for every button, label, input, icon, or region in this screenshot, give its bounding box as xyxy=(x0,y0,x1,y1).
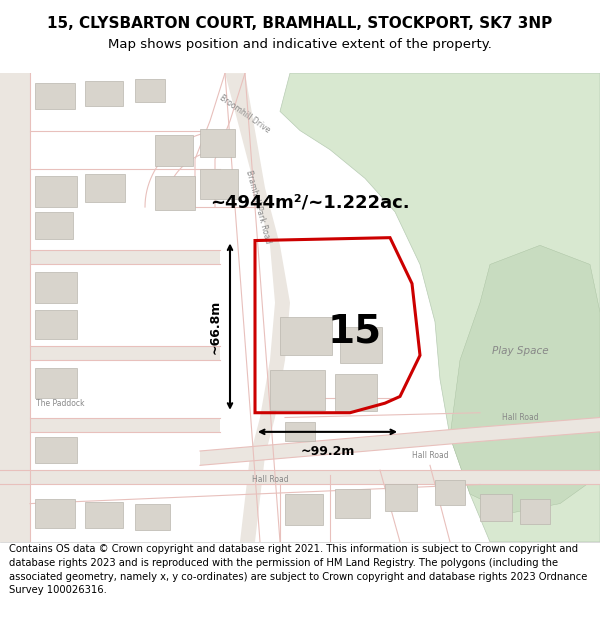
Bar xyxy=(435,480,465,504)
Bar xyxy=(340,327,382,363)
Bar xyxy=(85,174,125,203)
Text: Hall Road: Hall Road xyxy=(502,413,538,422)
Bar xyxy=(35,368,77,398)
Bar xyxy=(35,437,77,463)
Text: Map shows position and indicative extent of the property.: Map shows position and indicative extent… xyxy=(108,38,492,51)
Polygon shape xyxy=(0,73,30,542)
Bar xyxy=(335,489,370,518)
Text: Contains OS data © Crown copyright and database right 2021. This information is : Contains OS data © Crown copyright and d… xyxy=(9,544,587,595)
Bar xyxy=(35,82,75,109)
Bar xyxy=(200,129,235,158)
Text: Hall Road: Hall Road xyxy=(412,451,448,460)
Polygon shape xyxy=(0,250,220,264)
Polygon shape xyxy=(0,346,220,360)
Bar xyxy=(85,502,123,529)
Text: ~99.2m: ~99.2m xyxy=(301,445,355,458)
Text: The Paddock: The Paddock xyxy=(36,399,84,408)
Bar xyxy=(135,79,165,102)
Text: Play Space: Play Space xyxy=(491,346,548,356)
Bar xyxy=(35,176,77,207)
Bar xyxy=(285,422,315,441)
Polygon shape xyxy=(0,418,220,432)
Bar xyxy=(35,311,77,339)
Bar xyxy=(35,212,73,239)
Polygon shape xyxy=(0,470,600,484)
Bar xyxy=(200,169,238,199)
Bar xyxy=(385,484,417,511)
Bar xyxy=(135,504,170,531)
Bar xyxy=(520,499,550,524)
Text: Bramhall Park Road: Bramhall Park Road xyxy=(244,169,272,244)
Bar xyxy=(335,374,377,411)
Bar xyxy=(155,176,195,210)
Text: Hall Road: Hall Road xyxy=(251,475,289,484)
Polygon shape xyxy=(280,73,600,542)
Text: ~4944m²/~1.222ac.: ~4944m²/~1.222ac. xyxy=(210,193,410,211)
Bar xyxy=(480,494,512,521)
Polygon shape xyxy=(200,418,600,466)
Polygon shape xyxy=(450,246,600,513)
Bar xyxy=(280,317,332,356)
Text: 15: 15 xyxy=(328,312,382,351)
Bar xyxy=(85,81,123,106)
Bar xyxy=(35,499,75,528)
Bar xyxy=(155,135,193,166)
Text: 15, CLYSBARTON COURT, BRAMHALL, STOCKPORT, SK7 3NP: 15, CLYSBARTON COURT, BRAMHALL, STOCKPOR… xyxy=(47,16,553,31)
Polygon shape xyxy=(225,73,290,542)
Text: Broomhill Drive: Broomhill Drive xyxy=(218,94,272,135)
Text: ~66.8m: ~66.8m xyxy=(209,299,222,354)
Bar xyxy=(270,369,325,410)
Bar xyxy=(35,272,77,302)
Bar xyxy=(285,494,323,524)
